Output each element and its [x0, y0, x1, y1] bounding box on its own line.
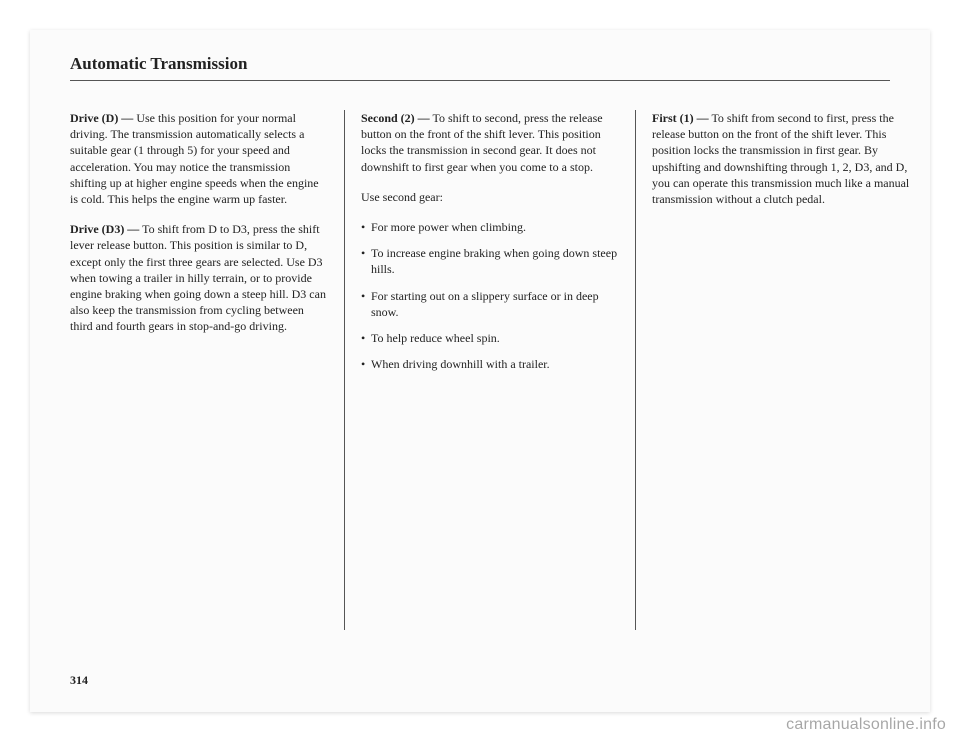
col1-paragraph-drive-d: Drive (D) — Use this position for your n…: [70, 110, 328, 207]
drive-d-lead: Drive (D) —: [70, 111, 133, 125]
column-layout: Drive (D) — Use this position for your n…: [70, 110, 926, 630]
column-2: Second (2) — To shift to second, press t…: [344, 110, 635, 630]
column-1: Drive (D) — Use this position for your n…: [70, 110, 344, 630]
list-item: For starting out on a slippery surface o…: [361, 288, 619, 320]
page-number: 314: [70, 673, 88, 688]
document-page: Automatic Transmission Drive (D) — Use t…: [30, 30, 930, 712]
watermark-text: carmanualsonline.info: [786, 716, 946, 734]
second-lead: Second (2) —: [361, 111, 430, 125]
column-3: First (1) — To shift from second to firs…: [635, 110, 926, 630]
first-lead: First (1) —: [652, 111, 709, 125]
col2-use-second-gear: Use second gear:: [361, 189, 619, 205]
drive-d3-lead: Drive (D3) —: [70, 222, 139, 236]
header-rule: [70, 80, 890, 81]
page-title: Automatic Transmission: [70, 54, 247, 73]
first-body: To shift from second to first, press the…: [652, 111, 909, 206]
second-gear-bullets: For more power when climbing. To increas…: [361, 219, 619, 372]
list-item: To increase engine braking when going do…: [361, 245, 619, 277]
list-item: When driving downhill with a trailer.: [361, 356, 619, 372]
list-item: To help reduce wheel spin.: [361, 330, 619, 346]
col2-paragraph-second: Second (2) — To shift to second, press t…: [361, 110, 619, 175]
drive-d-body: Use this position for your normal drivin…: [70, 111, 319, 206]
col1-paragraph-drive-d3: Drive (D3) — To shift from D to D3, pres…: [70, 221, 328, 334]
col3-paragraph-first: First (1) — To shift from second to firs…: [652, 110, 910, 207]
list-item: For more power when climbing.: [361, 219, 619, 235]
drive-d3-body: To shift from D to D3, press the shift l…: [70, 222, 326, 333]
page-header: Automatic Transmission: [70, 54, 890, 81]
